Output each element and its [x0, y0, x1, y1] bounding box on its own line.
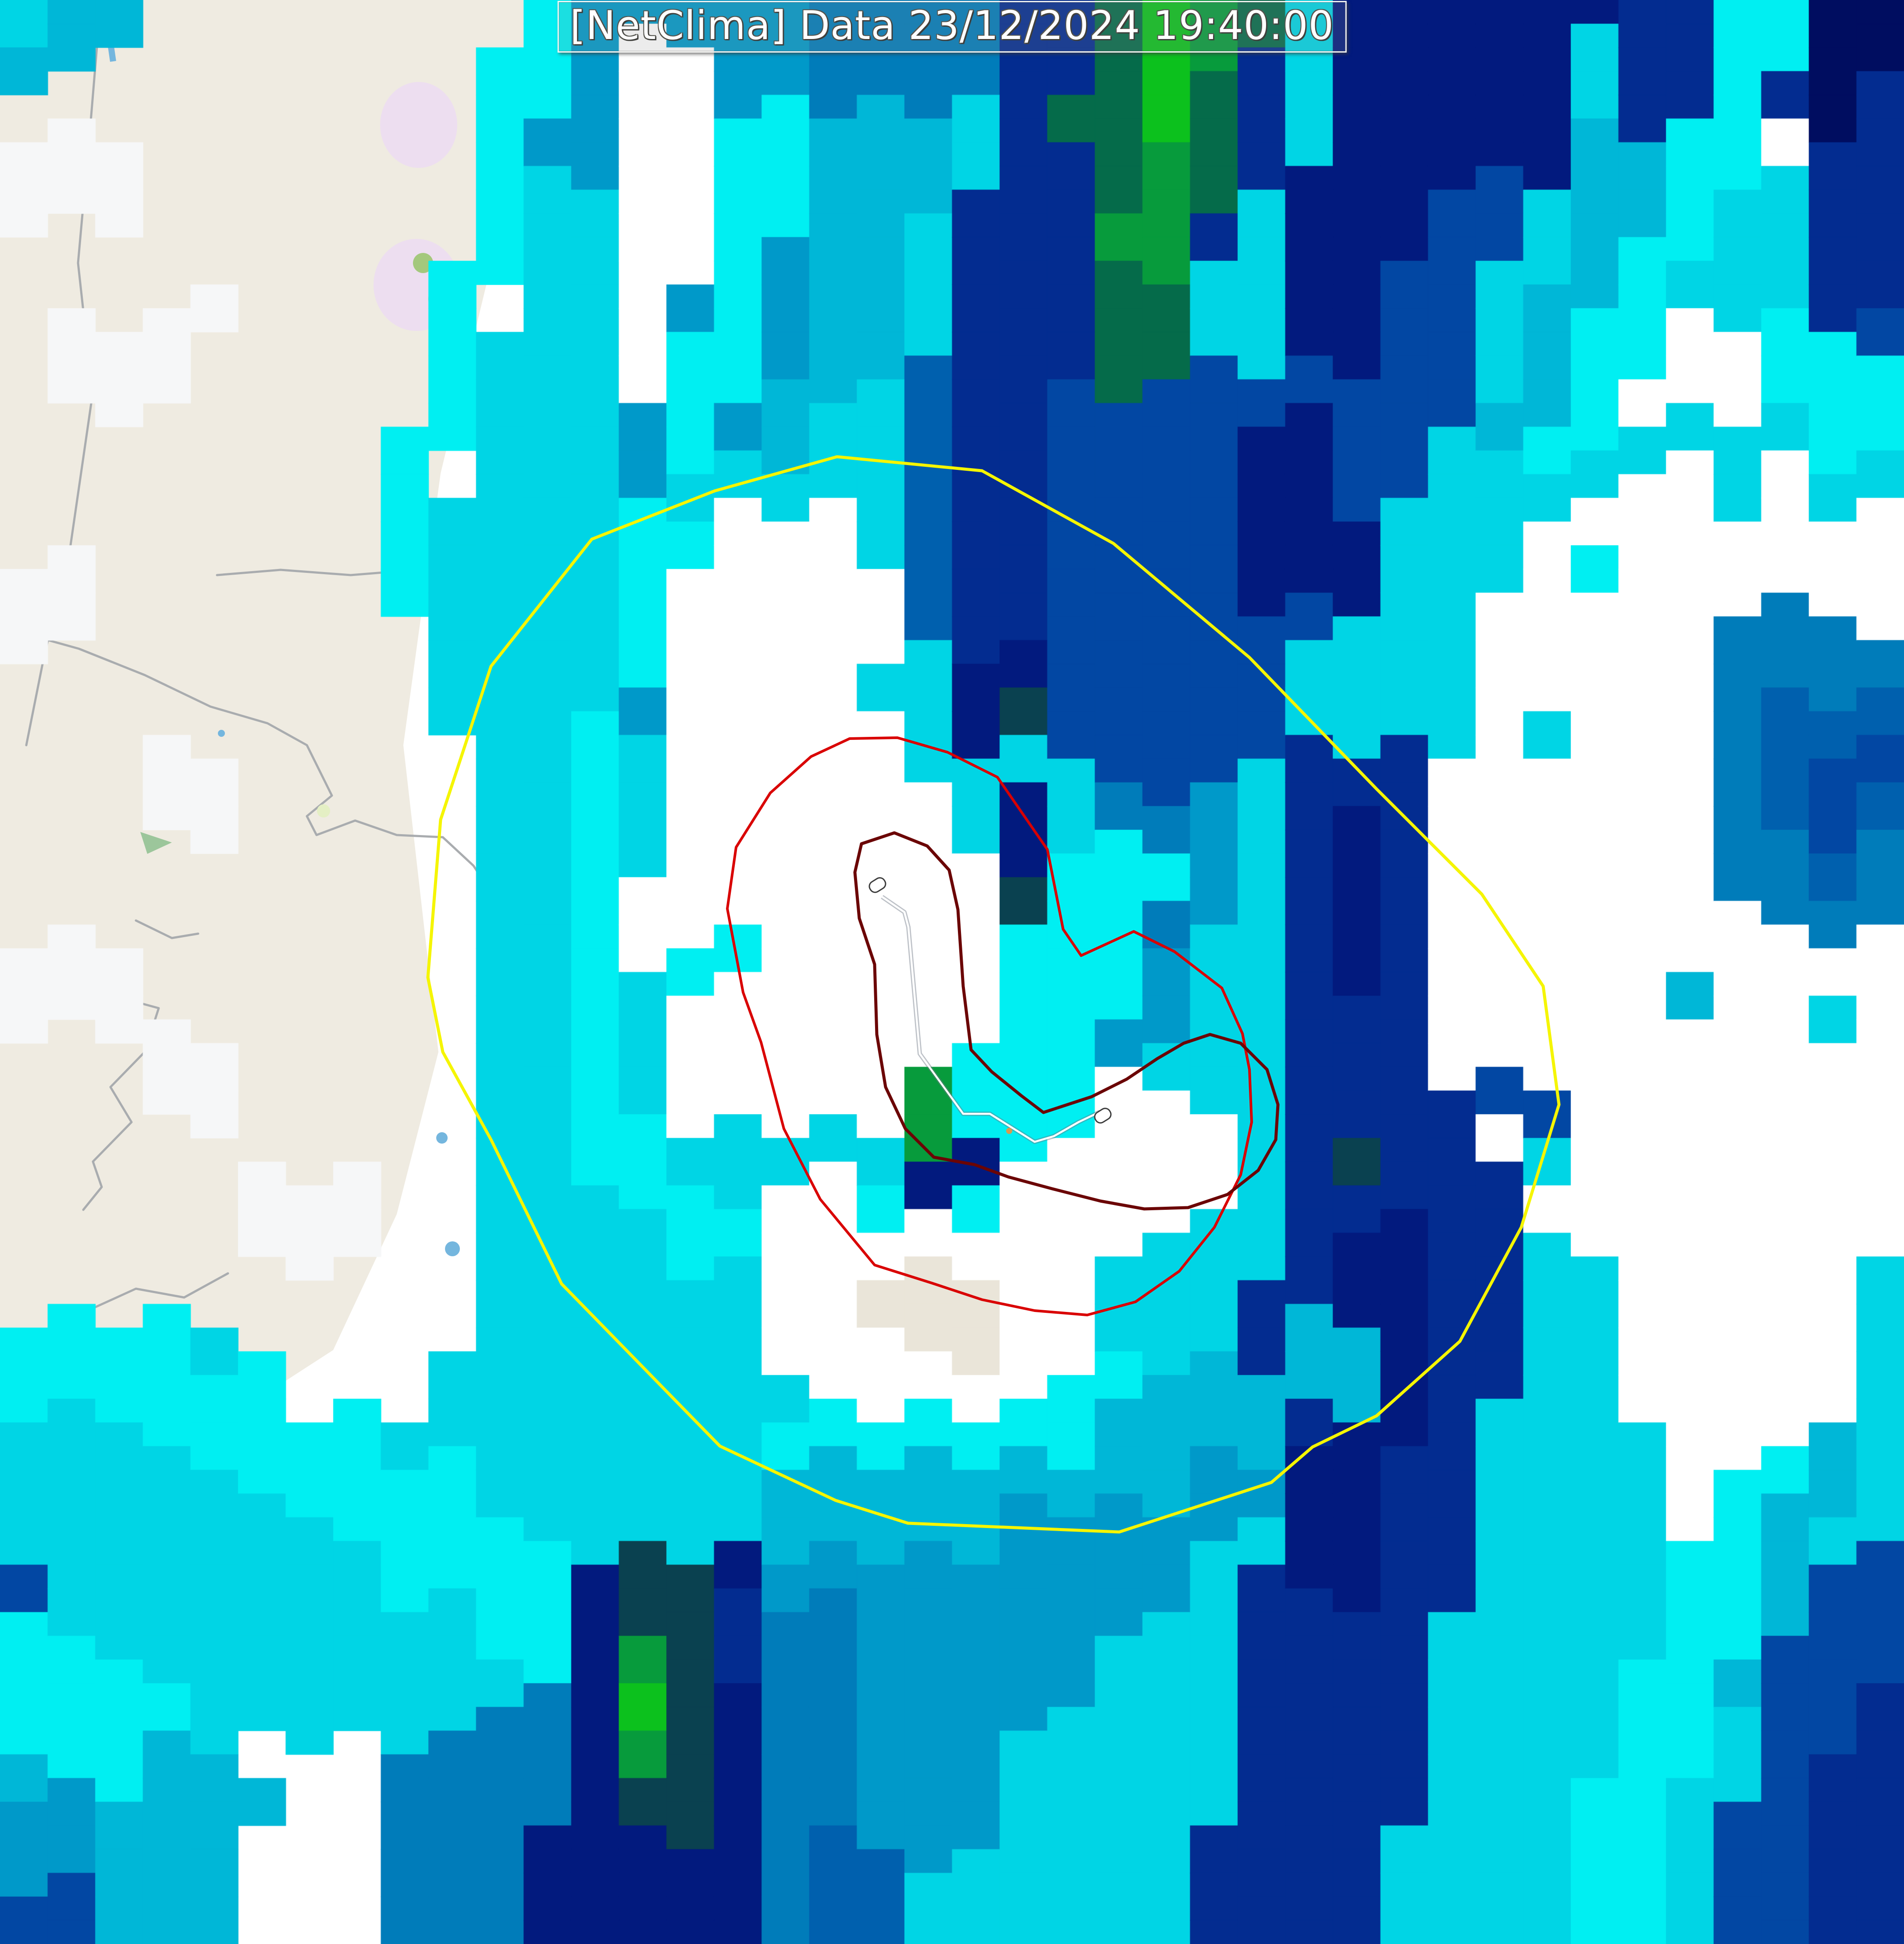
track-end-marker — [1094, 1108, 1112, 1124]
yellow-range-ring — [426, 455, 1561, 1534]
track-start-marker — [868, 877, 886, 893]
track-waypoint-dot — [1006, 1128, 1012, 1134]
storm-track-line — [881, 896, 1106, 1143]
storm-track-casing — [881, 895, 1107, 1144]
red-storm-contour — [726, 736, 1253, 1316]
timestamp-text: [NetClima] Data 23/12/2024 19:40:00 — [570, 3, 1334, 49]
darkred-storm-contour — [853, 831, 1280, 1211]
timestamp-banner: [NetClima] Data 23/12/2024 19:40:00 — [557, 1, 1347, 53]
